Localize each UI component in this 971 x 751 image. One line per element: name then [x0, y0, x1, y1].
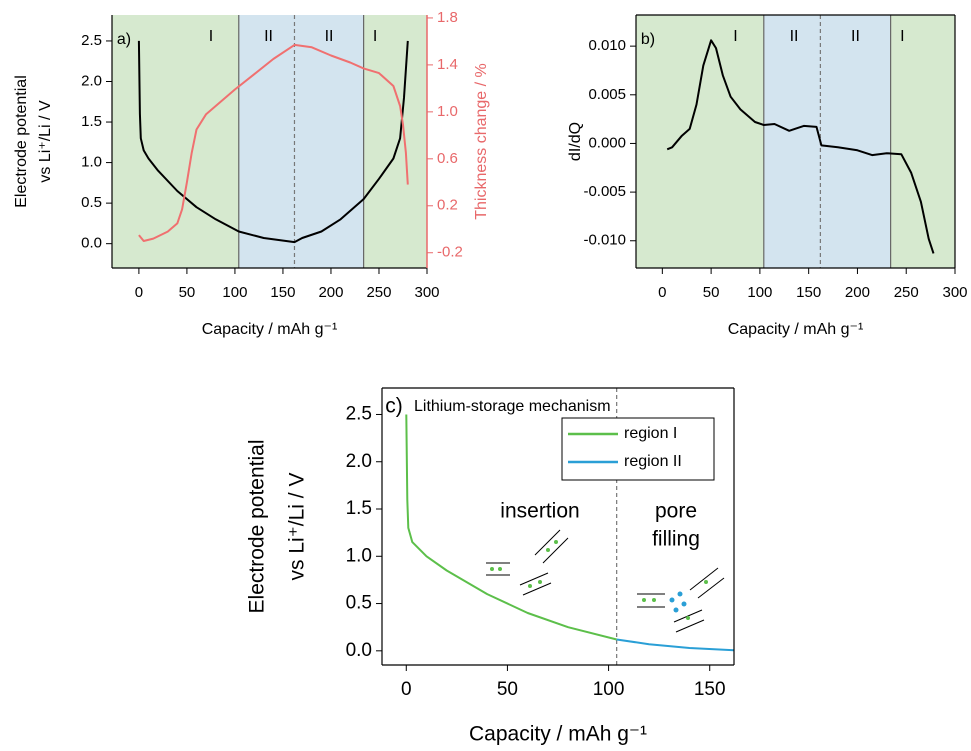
legend-label: region I — [624, 425, 677, 442]
region-label: II — [790, 28, 799, 45]
y-tick-label: 0.005 — [588, 86, 626, 103]
y-tick-label: 1.5 — [81, 113, 102, 130]
y-tick-label: 2.5 — [346, 403, 372, 424]
data-line — [137, 40, 409, 244]
y-tick-label: -0.010 — [583, 232, 626, 249]
x-tick-label: 50 — [497, 679, 518, 700]
x-axis-label: Capacity / mAh g⁻¹ — [728, 321, 864, 338]
region-label: I — [373, 28, 377, 45]
y2-tick-label: 0.6 — [437, 150, 458, 167]
x-tick-label: 100 — [747, 284, 772, 301]
x-tick-label: 100 — [222, 284, 247, 301]
y-tick-label: 2.0 — [81, 72, 102, 89]
y-tick-label: 1.5 — [346, 498, 372, 519]
y-tick-label: 2.0 — [346, 451, 372, 472]
region — [112, 15, 239, 268]
panel-label: a) — [117, 31, 131, 48]
x-axis-label: Capacity / mAh g⁻¹ — [202, 321, 338, 338]
x-tick-label: 300 — [942, 284, 967, 301]
legend-box — [561, 417, 715, 481]
x-tick-label: 0 — [401, 679, 412, 700]
region — [363, 15, 427, 268]
y2-axis-label: Thickness change / % — [473, 63, 490, 220]
x-tick-label: 50 — [179, 284, 196, 301]
region — [636, 15, 764, 268]
y-tick-label: -0.005 — [583, 183, 626, 200]
x-tick-label: 150 — [796, 284, 821, 301]
region-label: II — [264, 28, 273, 45]
pore-filling-icon — [637, 567, 725, 633]
y-tick-label: 0.0 — [81, 235, 102, 252]
region-label: I — [733, 28, 737, 45]
x-tick-label: 150 — [694, 679, 726, 700]
y-axis-label: Electrode potential — [13, 75, 30, 208]
region-label: II — [851, 28, 860, 45]
x-tick-label: 200 — [318, 284, 343, 301]
y2-tick-label: -0.2 — [437, 244, 463, 261]
y2-tick-label: 0.2 — [437, 197, 458, 214]
region-label: II — [325, 28, 334, 45]
chart-title: Lithium-storage mechanism — [414, 398, 611, 415]
x-tick-label: 200 — [845, 284, 870, 301]
y-tick-label: 2.5 — [81, 32, 102, 49]
x-axis-label: Capacity / mAh g⁻¹ — [469, 723, 647, 746]
panel-label: c) — [385, 395, 403, 418]
region — [763, 15, 891, 268]
annotation: filling — [652, 528, 700, 551]
annotation: pore — [655, 500, 697, 523]
region — [238, 15, 364, 268]
data-line — [138, 43, 409, 242]
y-axis-label: vs Li⁺/Li / V — [286, 473, 309, 581]
y2-tick-label: 1.0 — [437, 103, 458, 120]
annotation: insertion — [500, 500, 579, 523]
y-axis-label: dI/dQ — [567, 122, 584, 161]
x-tick-label: 250 — [894, 284, 919, 301]
x-tick-label: 0 — [658, 284, 666, 301]
panel-label: b) — [641, 31, 655, 48]
y-tick-label: 0.5 — [81, 194, 102, 211]
y-tick-label: 0.5 — [346, 593, 372, 614]
y-axis-label: Electrode potential — [246, 440, 269, 614]
y-tick-label: 0.010 — [588, 37, 626, 54]
y-tick-label: 1.0 — [81, 154, 102, 171]
x-tick-label: 0 — [135, 284, 143, 301]
x-tick-label: 300 — [414, 284, 439, 301]
y2-tick-label: 1.8 — [437, 9, 458, 26]
x-tick-label: 150 — [270, 284, 295, 301]
y-axis-label: vs Li⁺/Li / V — [37, 100, 54, 183]
x-tick-label: 100 — [593, 679, 625, 700]
data-line — [616, 638, 735, 652]
y-tick-label: 0.000 — [588, 134, 626, 151]
y-tick-label: 1.0 — [346, 545, 372, 566]
region-label: I — [209, 28, 213, 45]
region-label: I — [900, 28, 904, 45]
insertion-icon — [486, 529, 569, 596]
data-line — [405, 414, 617, 641]
x-tick-label: 50 — [703, 284, 720, 301]
y2-tick-label: 1.4 — [437, 56, 458, 73]
data-line — [666, 39, 935, 254]
x-tick-label: 250 — [366, 284, 391, 301]
region — [890, 15, 955, 268]
legend-label: region II — [624, 453, 682, 470]
y-tick-label: 0.0 — [346, 640, 372, 661]
